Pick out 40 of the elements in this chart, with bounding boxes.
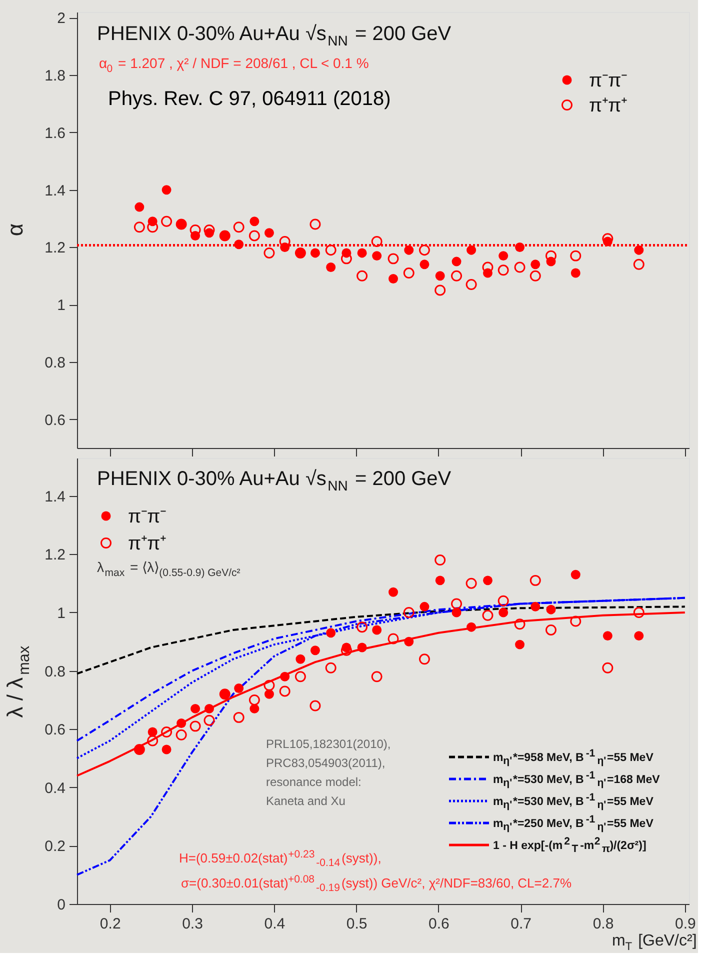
y-tick-label: 0.6 bbox=[44, 722, 66, 739]
y-axis-title: α bbox=[2, 223, 28, 236]
legend-label: π⁺π⁺ bbox=[128, 534, 166, 555]
x-tick-label: 0.5 bbox=[346, 916, 368, 932]
y-tick-label: 0.8 bbox=[44, 663, 66, 680]
legend-label: π⁻π⁻ bbox=[589, 70, 628, 92]
legend-label: mη'*=530 MeV, B-1η'=168 MeV bbox=[493, 770, 660, 790]
x-tick-label: 0.9 bbox=[674, 916, 696, 932]
annotation: resonance model: bbox=[266, 775, 362, 790]
annotation: Kaneta and Xu bbox=[266, 794, 346, 808]
x-tick-label: 0.6 bbox=[428, 916, 450, 932]
legend-label: π⁻π⁻ bbox=[128, 506, 166, 528]
y-axis-title: λ / λmax bbox=[2, 646, 33, 718]
legend-label: 1 - H exp[-(m2T-m2π)/(2σ²)] bbox=[493, 836, 646, 856]
x-tick-label: 0.8 bbox=[592, 916, 614, 932]
x-tick-label: 0.3 bbox=[182, 916, 203, 932]
y-tick-label: 0.8 bbox=[44, 354, 66, 372]
x-tick-label: 0.2 bbox=[100, 916, 121, 932]
y-tick-label: 2 bbox=[57, 10, 66, 28]
y-tick-label: 0 bbox=[57, 896, 66, 914]
annotation: PRC83,054903(2011), bbox=[266, 756, 386, 770]
y-tick-label: 1 bbox=[57, 297, 66, 314]
annotation: Phys. Rev. C 97, 064911 (2018) bbox=[108, 88, 391, 110]
y-tick-label: 1.6 bbox=[44, 124, 66, 142]
y-tick-label: 1.2 bbox=[44, 546, 66, 564]
legend-label: π⁺π⁺ bbox=[589, 96, 628, 117]
y-tick-label: 1.2 bbox=[44, 240, 66, 257]
y-tick-label: 1.8 bbox=[44, 68, 66, 85]
y-tick-label: 1.4 bbox=[44, 182, 66, 200]
y-tick-label: 1 bbox=[57, 604, 66, 622]
y-tick-label: 1.4 bbox=[44, 488, 66, 506]
y-tick-label: 0.4 bbox=[44, 780, 66, 797]
legend-label: mη'*=530 MeV, B-1η'=55 MeV bbox=[493, 792, 654, 812]
annotation: PRL105,182301(2010), bbox=[266, 737, 391, 752]
y-tick-label: 0.6 bbox=[44, 412, 66, 429]
legend-label: mη'*=250 MeV, B-1η'=55 MeV bbox=[493, 814, 654, 834]
x-tick-label: 0.7 bbox=[510, 916, 532, 932]
x-tick-label: 0.4 bbox=[264, 916, 286, 932]
y-tick-label: 0.2 bbox=[44, 838, 66, 856]
legend-label: mη'*=958 MeV, B-1η'=55 MeV bbox=[493, 748, 654, 768]
